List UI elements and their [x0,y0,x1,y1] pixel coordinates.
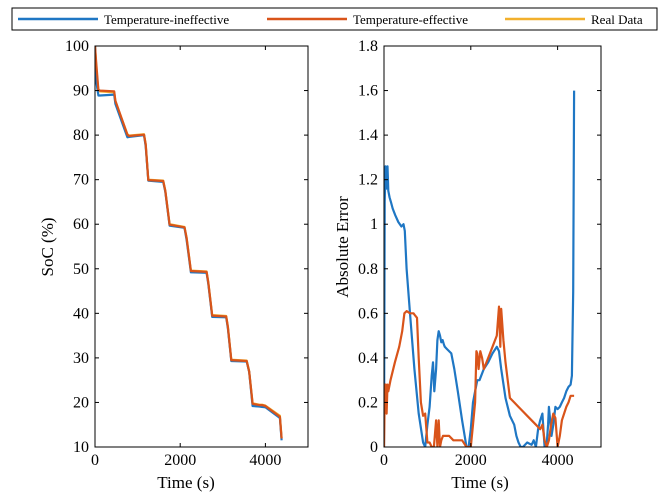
error-y-tick-label: 1.6 [358,83,378,100]
soc-axes-frame [94,45,309,448]
error-x-tick-label: 2000 [455,452,487,469]
soc-series-real-data [95,46,283,439]
error-y-tick-label: 0.4 [358,350,378,367]
legend-label-real-data: Real Data [591,12,643,27]
soc-plot-area: 0 2000 4000 10 20 30 40 50 60 70 80 90 100 [65,38,309,469]
soc-y-axis-label: SoC (%) [38,217,57,276]
error-y-tick-label: 1.4 [358,127,378,144]
soc-series-temp-effective [95,46,283,439]
error-y-tick-label: 0 [370,439,378,456]
error-y-tick-label: 0.8 [358,261,378,278]
soc-y-tick-label: 30 [73,350,89,367]
soc-y-tick-label: 70 [73,172,89,189]
legend-label-temp-ineffective: Temperature-ineffective [104,12,229,27]
soc-y-tick-label: 100 [65,38,89,55]
error-axes-frame [383,45,602,448]
panel-error: 0 2000 4000 0 0.2 0.4 0.6 0.8 1 1.2 1.4 1.6 1.8 Time… [333,38,602,492]
soc-y-tick-label: 20 [73,394,89,411]
error-x-axis-label: Time (s) [451,473,508,492]
soc-x-tick-label: 0 [91,452,99,469]
error-series-temp-effective [384,305,575,447]
soc-series-group [95,46,283,441]
error-series-temp-ineffective [384,90,576,447]
legend-label-temp-effective: Temperature-effective [353,12,468,27]
soc-y-tick-label: 50 [73,261,89,278]
error-y-tick-label: 0.2 [358,394,378,411]
soc-y-tick-label: 60 [73,216,89,233]
error-y-axis-label: Absolute Error [333,196,352,298]
soc-x-axis-label: Time (s) [157,473,214,492]
soc-y-tick-label: 40 [73,305,89,322]
error-series-group [384,90,576,447]
soc-x-tick-label: 2000 [164,452,196,469]
soc-y-tick-label: 10 [73,439,89,456]
error-y-tick-label: 1.2 [358,172,378,189]
error-y-tick-label: 0.6 [358,305,378,322]
error-y-tick-label: 1 [370,216,378,233]
error-y-tick-label: 1.8 [358,38,378,55]
error-x-tick-label: 4000 [542,452,574,469]
soc-y-tick-label: 80 [73,127,89,144]
soc-y-tick-label: 90 [73,83,89,100]
error-x-tick-label: 0 [380,452,388,469]
soc-x-tick-label: 4000 [249,452,281,469]
legend: Temperature-ineffective Temperature-effe… [11,7,658,31]
error-plot-area: 0 2000 4000 0 0.2 0.4 0.6 0.8 1 1.2 1.4 1.6 1.8 [358,38,602,469]
